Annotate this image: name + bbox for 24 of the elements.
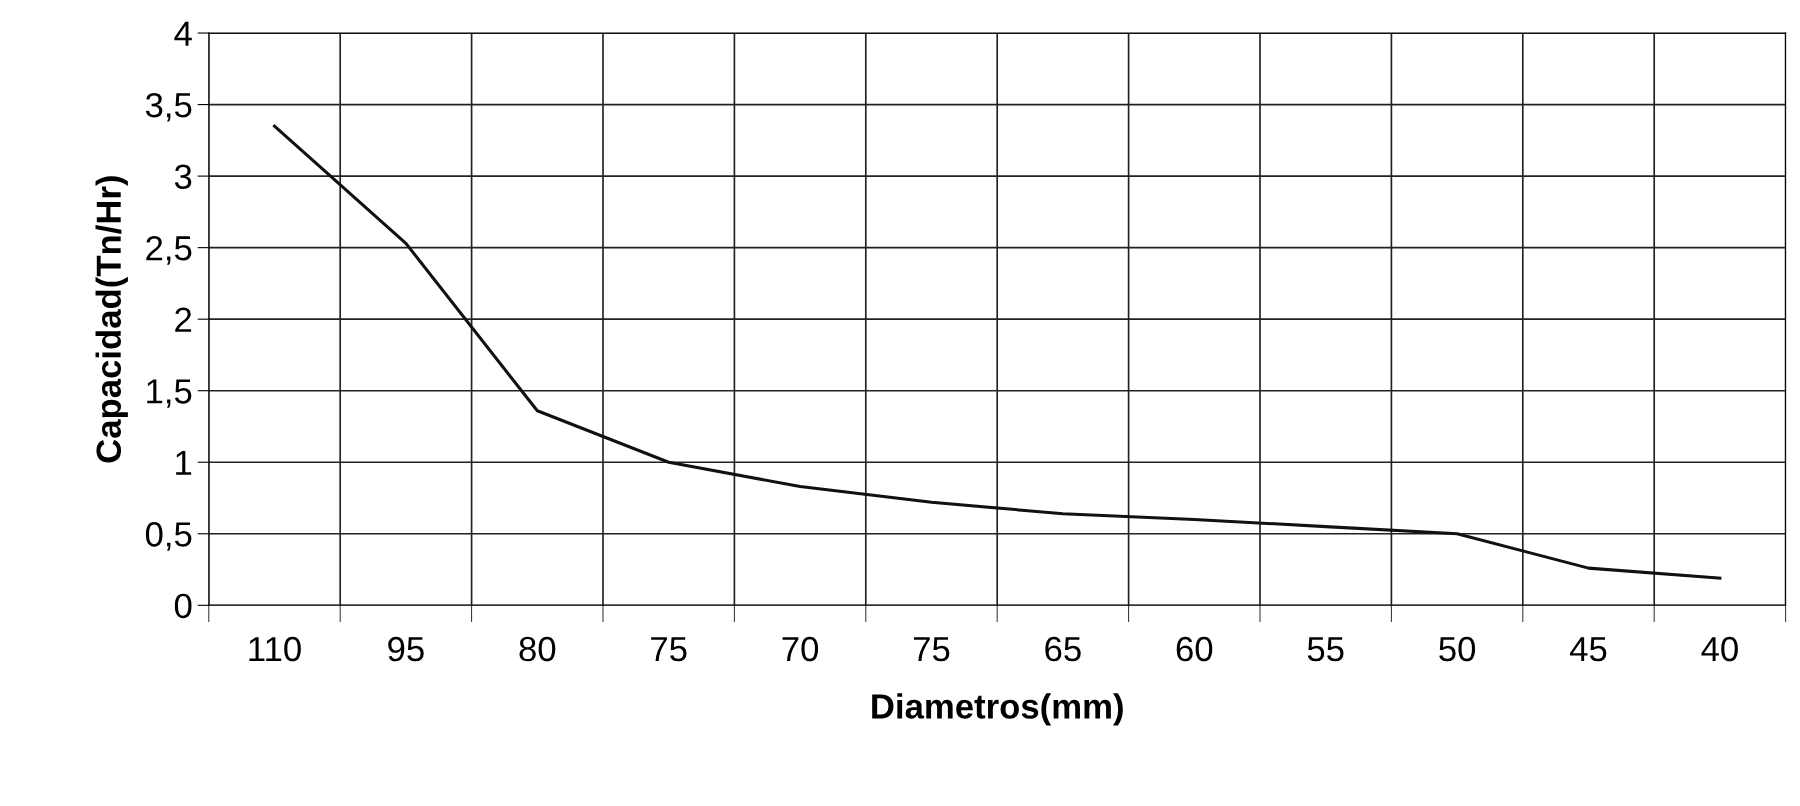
x-tick-label: 75	[651, 637, 687, 662]
x-tick-label: 45	[1569, 637, 1607, 662]
x-tick-label: 95	[388, 636, 424, 662]
x-tick-label: 60	[1176, 636, 1213, 662]
x-axis-title: Diametros(mm)	[872, 693, 1123, 726]
y-tick-label: 2,5	[146, 235, 192, 265]
x-tick-label: 110	[249, 636, 301, 662]
x-tick-label: 75	[913, 637, 950, 662]
y-tick-label: 4	[174, 21, 192, 46]
y-tick-label: 3	[174, 164, 192, 190]
y-tick-label: 1,5	[147, 379, 192, 408]
y-axis-title: Capacidad(Tn/Hr)	[95, 176, 128, 463]
x-tick-label: 65	[1045, 636, 1081, 662]
x-tick-label: 70	[782, 636, 819, 662]
y-tick-label: 2	[175, 307, 192, 332]
x-tick-label: 40	[1701, 636, 1738, 662]
y-tick-label: 0	[174, 593, 192, 619]
x-tick-label: 50	[1439, 636, 1476, 662]
y-tick-label: 0,5	[145, 522, 192, 551]
y-tick-label: 3,5	[145, 92, 192, 122]
line-series	[272, 124, 1722, 580]
x-tick-label: 80	[519, 636, 556, 662]
x-tick-label: 55	[1307, 637, 1344, 662]
y-tick-label: 1	[176, 450, 192, 475]
